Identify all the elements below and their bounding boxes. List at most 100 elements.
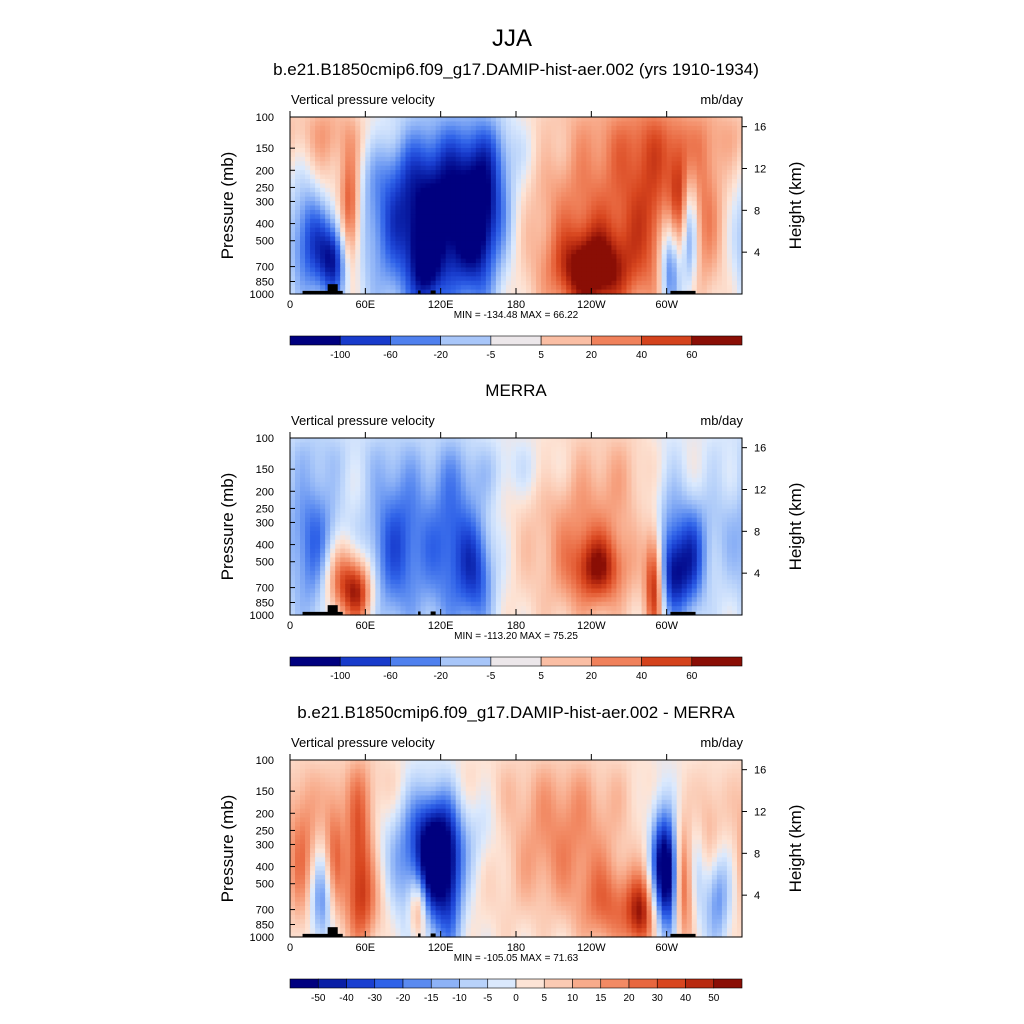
heatmap-cell bbox=[531, 236, 537, 242]
heatmap-cell bbox=[611, 205, 618, 211]
heatmap-cell bbox=[541, 285, 547, 291]
heatmap-cell bbox=[711, 165, 718, 171]
heatmap-cell bbox=[325, 254, 331, 260]
heatmap-cell bbox=[425, 254, 432, 260]
heatmap-cell bbox=[295, 187, 301, 193]
heatmap-cell bbox=[546, 187, 552, 193]
heatmap-cell bbox=[415, 468, 422, 474]
heatmap-cell bbox=[395, 205, 402, 211]
heatmap-cell bbox=[521, 276, 527, 282]
heatmap-cell bbox=[355, 553, 361, 559]
heatmap-cell bbox=[325, 130, 331, 136]
heatmap-cell bbox=[360, 491, 366, 497]
heatmap-cell bbox=[405, 575, 412, 581]
heatmap-cell bbox=[295, 539, 301, 545]
heatmap-cell bbox=[516, 178, 522, 184]
heatmap-cell bbox=[350, 477, 356, 483]
heatmap-cell bbox=[601, 245, 607, 251]
heatmap-cell bbox=[415, 156, 422, 162]
heatmap-cell bbox=[536, 280, 542, 286]
heatmap-cell bbox=[470, 183, 477, 189]
heatmap-cell bbox=[701, 134, 708, 140]
heatmap-cell bbox=[360, 455, 366, 461]
heatmap-cell bbox=[450, 508, 457, 514]
heatmap-cell bbox=[360, 486, 366, 492]
heatmap-cell bbox=[355, 460, 361, 466]
heatmap-cell bbox=[711, 249, 718, 255]
heatmap-cell bbox=[440, 553, 447, 559]
heatmap-cell bbox=[390, 201, 397, 207]
heatmap-cell bbox=[531, 267, 537, 273]
heatmap-cell bbox=[626, 271, 633, 277]
heatmap-cell bbox=[576, 218, 582, 224]
heatmap-cell bbox=[611, 152, 618, 158]
heatmap-cell bbox=[420, 152, 427, 158]
heatmap-cell bbox=[606, 134, 613, 140]
heatmap-cell bbox=[375, 460, 381, 466]
heatmap-cell bbox=[626, 147, 633, 153]
heatmap-cell bbox=[345, 438, 351, 444]
heatmap-cell bbox=[325, 446, 331, 452]
heatmap-cell bbox=[300, 271, 306, 277]
heatmap-cell bbox=[350, 134, 356, 140]
heatmap-cell bbox=[546, 165, 552, 171]
heatmap-cell bbox=[330, 522, 336, 528]
heatmap-cell bbox=[616, 205, 623, 211]
heatmap-cell bbox=[420, 455, 427, 461]
heatmap-cell bbox=[365, 196, 371, 202]
heatmap-cell bbox=[716, 143, 723, 149]
heatmap-cell bbox=[696, 285, 703, 291]
heatmap-cell bbox=[706, 174, 713, 180]
heatmap-cell bbox=[465, 289, 472, 295]
heatmap-cell bbox=[716, 218, 723, 224]
heatmap-cell bbox=[546, 156, 552, 162]
heatmap-cell bbox=[541, 134, 547, 140]
heatmap-cell bbox=[310, 495, 316, 501]
heatmap-cell bbox=[671, 227, 678, 233]
heatmap-cell bbox=[485, 209, 492, 215]
heatmap-cell bbox=[475, 121, 482, 127]
heatmap-cell bbox=[591, 139, 597, 145]
heatmap-cell bbox=[656, 170, 663, 176]
heatmap-cell bbox=[541, 156, 547, 162]
heatmap-cell bbox=[315, 125, 321, 131]
heatmap-cell bbox=[561, 121, 567, 127]
heatmap-cell bbox=[716, 267, 723, 273]
heatmap-cell bbox=[450, 205, 457, 211]
heatmap-cell bbox=[430, 271, 437, 277]
heatmap-cell bbox=[350, 584, 356, 590]
heatmap-cell bbox=[576, 165, 582, 171]
heatmap-cell bbox=[536, 165, 542, 171]
heatmap-cell bbox=[360, 597, 366, 603]
heatmap-cell bbox=[415, 508, 422, 514]
heatmap-cell bbox=[335, 477, 341, 483]
heatmap-cell bbox=[400, 473, 407, 479]
heatmap-cell bbox=[395, 267, 402, 273]
heatmap-cell bbox=[315, 227, 321, 233]
heatmap-cell bbox=[415, 570, 422, 576]
heatmap-cell bbox=[596, 165, 602, 171]
heatmap-cell bbox=[430, 473, 437, 479]
heatmap-cell bbox=[290, 548, 296, 554]
heatmap-cell bbox=[420, 584, 427, 590]
heatmap-cell bbox=[435, 196, 442, 202]
heatmap-cell bbox=[420, 196, 427, 202]
heatmap-cell bbox=[576, 134, 582, 140]
heatmap-cell bbox=[500, 201, 507, 207]
heatmap-cell bbox=[345, 468, 351, 474]
heatmap-cell bbox=[415, 486, 422, 492]
heatmap-cell bbox=[440, 121, 447, 127]
heatmap-cell bbox=[350, 289, 356, 295]
heatmap-cell bbox=[375, 451, 381, 457]
heatmap-cell bbox=[460, 125, 467, 131]
heatmap-cell bbox=[440, 117, 447, 123]
heatmap-cell bbox=[736, 183, 743, 189]
heatmap-cell bbox=[345, 152, 351, 158]
heatmap-cell bbox=[440, 566, 447, 572]
heatmap-cell bbox=[375, 504, 381, 510]
heatmap-cell bbox=[561, 271, 567, 277]
heatmap-cell bbox=[335, 280, 341, 286]
heatmap-cell bbox=[676, 209, 683, 215]
heatmap-cell bbox=[531, 227, 537, 233]
heatmap-cell bbox=[671, 117, 678, 123]
